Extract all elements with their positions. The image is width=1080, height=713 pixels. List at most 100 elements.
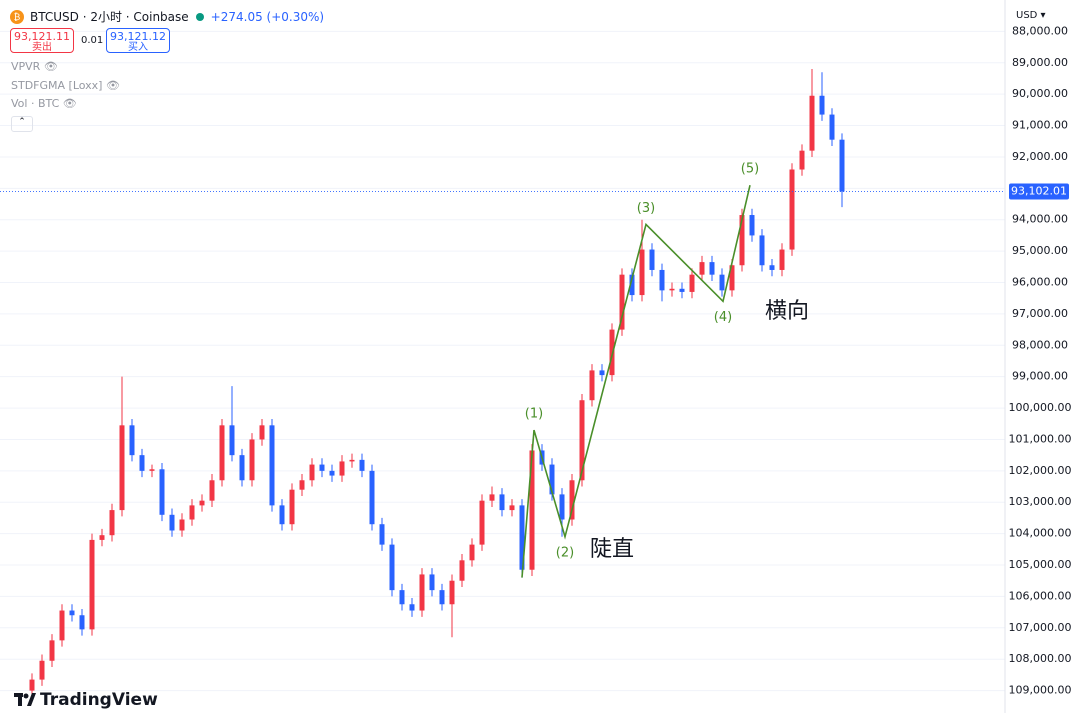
candle-body — [489, 494, 495, 501]
last-price-tag — [1009, 183, 1069, 200]
symbol[interactable]: BTCUSD · 2小时 · Coinbase — [30, 10, 189, 24]
candle-body — [429, 574, 435, 591]
collapse-button[interactable]: ⌃ — [11, 116, 33, 132]
candle-body — [599, 370, 605, 376]
candle-body — [389, 544, 395, 591]
y-tick-label: 94,000.00 — [1012, 213, 1068, 226]
y-tick-label: 101,000.00 — [1009, 432, 1072, 445]
sell-price: 93,121.11 — [14, 30, 70, 43]
candle-body — [49, 640, 55, 661]
y-tick-label: 106,000.00 — [1009, 589, 1072, 602]
indicator-name: VPVR — [11, 60, 41, 73]
y-tick-label: 103,000.00 — [1009, 495, 1072, 508]
candle-body — [249, 439, 255, 481]
candle-body — [219, 425, 225, 481]
candle-body — [519, 505, 525, 570]
currency: USD — [1016, 10, 1038, 21]
candle-body — [449, 580, 455, 605]
candle-body — [729, 265, 735, 291]
candle-body — [99, 535, 105, 540]
y-tick-label: 90,000.00 — [1012, 87, 1068, 100]
y-tick-label: 95,000.00 — [1012, 244, 1068, 257]
y-tick-label: 104,000.00 — [1009, 527, 1072, 540]
candle-body — [289, 489, 295, 525]
candle-body — [659, 269, 665, 291]
last-price-label: 93,102.01 — [1011, 185, 1067, 198]
candle-body — [279, 505, 285, 525]
indicator[interactable]: Vol · BTC 👁 — [11, 97, 77, 110]
btc-icon: ₿ — [10, 9, 24, 24]
brand: TradingView — [14, 690, 158, 710]
y-tick-label: 108,000.00 — [1009, 652, 1072, 665]
candle-body — [139, 455, 145, 471]
candle-body — [499, 494, 505, 511]
candle-body — [709, 262, 715, 275]
buy-label: 买入 — [128, 42, 148, 53]
candle-body — [39, 660, 45, 680]
wave-label: (3) — [637, 201, 655, 216]
annotation: 陡直 — [590, 537, 634, 562]
candle-body — [679, 288, 685, 292]
sell-button[interactable]: 93,121.11 卖出 — [10, 28, 74, 53]
candle-body — [609, 329, 615, 376]
annotation: 横向 — [765, 299, 809, 324]
y-tick-label: 109,000.00 — [1009, 684, 1072, 697]
candle-body — [789, 169, 795, 250]
candle-body — [649, 249, 655, 270]
candle-body — [69, 610, 75, 616]
indicator[interactable]: STDFGMA [Loxx] 👁 — [11, 79, 120, 92]
svg-text:₿: ₿ — [14, 12, 21, 23]
y-tick-label: 92,000.00 — [1012, 150, 1068, 163]
status-dot — [195, 12, 204, 21]
currency-select[interactable]: USD ▾ — [1016, 10, 1046, 21]
candle-body — [839, 139, 845, 192]
candle-body — [369, 470, 375, 525]
candle-body — [699, 262, 705, 275]
brand-icon — [14, 693, 36, 706]
candle-body — [349, 459, 355, 462]
candle-body — [719, 274, 725, 291]
candle-body — [559, 494, 565, 520]
candle-body — [809, 95, 815, 151]
y-tick-label: 98,000.00 — [1012, 338, 1068, 351]
candle-body — [239, 455, 245, 481]
candle-body — [569, 480, 575, 520]
candle-body — [829, 114, 835, 140]
sell-label: 卖出 — [32, 42, 52, 53]
candle-body — [319, 464, 325, 471]
candle-body — [749, 215, 755, 236]
candle-body — [169, 514, 175, 531]
buy-button[interactable]: 93,121.12 买入 — [106, 28, 170, 53]
spread: 0.01 — [81, 35, 104, 46]
candle-body — [469, 544, 475, 561]
indicator[interactable]: VPVR 👁 — [11, 60, 58, 73]
candle-body — [579, 400, 585, 481]
candle-body — [29, 679, 35, 691]
candle-body — [179, 519, 185, 531]
candle-body — [629, 274, 635, 296]
buy-price: 93,121.12 — [110, 30, 166, 43]
candle-body — [339, 461, 345, 476]
candle-body — [209, 480, 215, 501]
candle-body — [639, 249, 645, 296]
candle-body — [159, 469, 165, 515]
candle-body — [379, 524, 385, 545]
candle-body — [439, 590, 445, 605]
candle-body — [259, 425, 265, 440]
y-tick-label: 91,000.00 — [1012, 119, 1068, 132]
y-tick-label: 97,000.00 — [1012, 307, 1068, 320]
candle-body — [419, 574, 425, 611]
candle-body — [79, 615, 85, 630]
y-tick-label: 96,000.00 — [1012, 276, 1068, 289]
y-tick-label: 105,000.00 — [1009, 558, 1072, 571]
candle-body — [589, 370, 595, 401]
candle-body — [199, 500, 205, 506]
candle-body — [819, 95, 825, 115]
candle-body — [89, 539, 95, 630]
overlay: 88,000.00 89,000.00 90,000.00 91,000.00 92,0… — [521, 24, 1072, 697]
candle-body — [549, 464, 555, 495]
candle-body — [299, 480, 305, 490]
candle-body — [619, 274, 625, 330]
